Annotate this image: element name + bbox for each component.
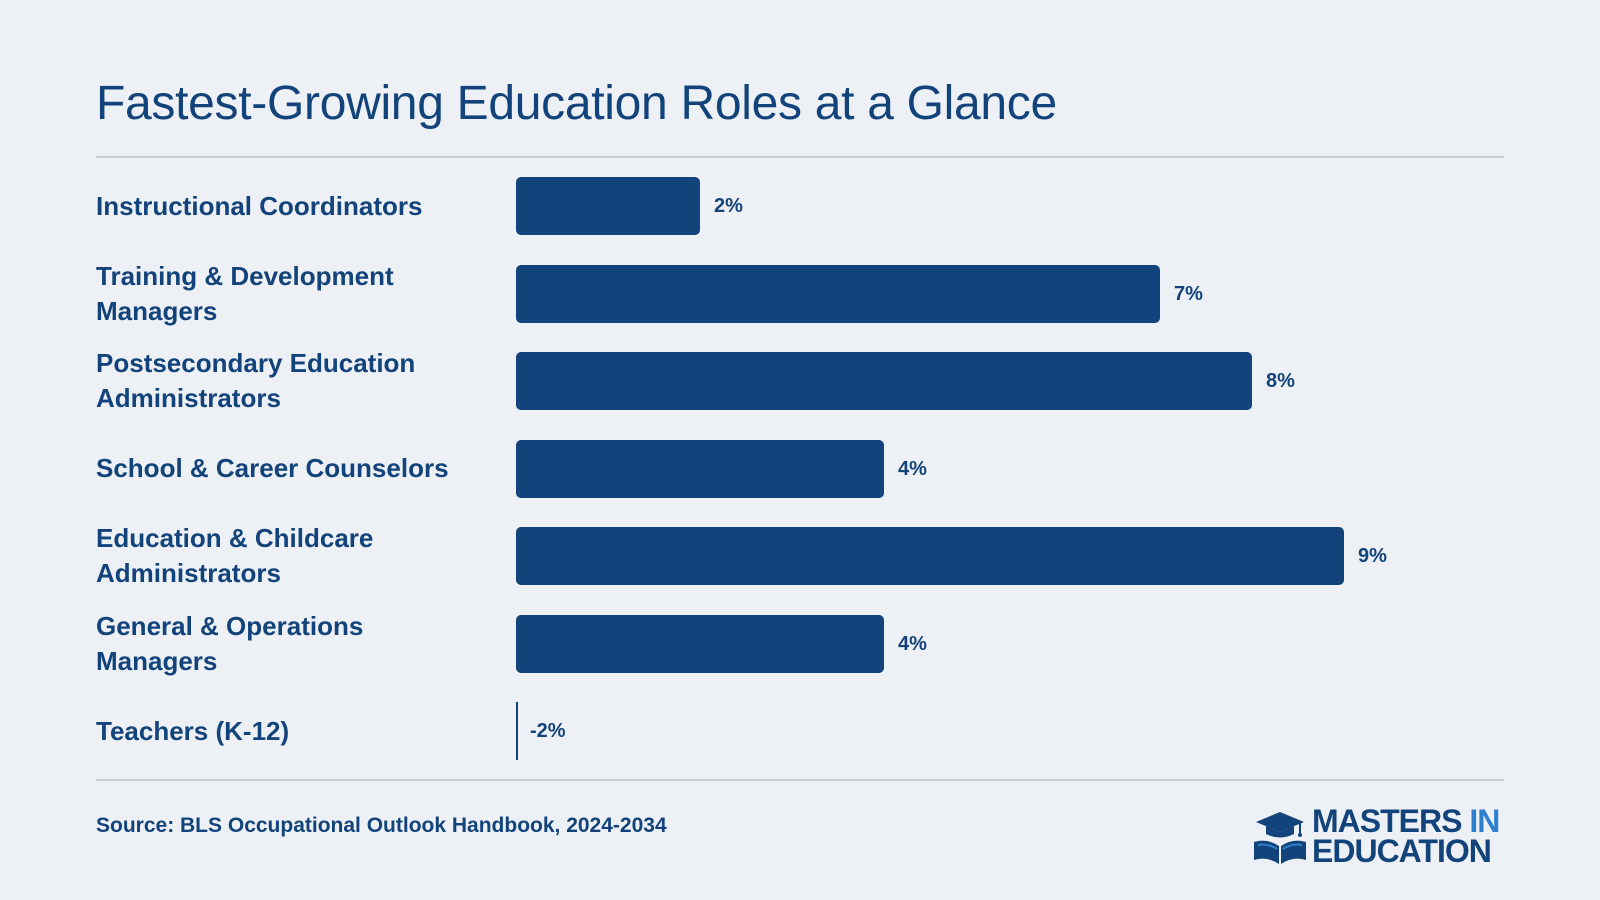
category-label-line: Postsecondary Education [96,348,416,378]
category-label-line: Managers [96,645,218,676]
category-label: Instructional Coordinators [96,171,496,241]
category-label-line: Training & Development [96,260,394,291]
bar [516,177,700,235]
brand-logo: MASTERS IN EDUCATION [1252,803,1504,869]
logo-wordmark: MASTERS IN EDUCATION [1312,803,1500,869]
bar [516,439,884,498]
category-label: General & Operations Managers [96,609,496,679]
logo-line2: EDUCATION [1312,833,1492,869]
source-note: Source: BLS Occupational Outlook Handboo… [96,814,667,837]
category-label-line: Administrators [96,383,281,413]
logo-line1: MASTERS [1312,803,1462,839]
bar [516,614,884,673]
category-label: Postsecondary Education Administrators [96,346,496,416]
category-label-line: General & Operations [96,610,364,641]
bottom-divider [96,779,1504,781]
category-label-line: Administrators [96,558,281,588]
value-label: 7% [1174,282,1203,305]
bar [516,352,1252,410]
category-label: Education & Childcare Administrators [96,521,496,591]
category-label-line: Teachers (K-12) [96,715,290,746]
bar [516,264,1160,323]
value-label: -2% [530,720,566,742]
category-label-line: Instructional Coordinators [96,190,423,221]
bar [516,702,518,760]
category-label-line: Managers [96,295,218,326]
category-label-line: School & Career Counselors [96,453,449,483]
bar [516,527,1344,585]
logo-line1-accent: IN [1469,803,1500,839]
category-label: Training & Development Managers [96,259,496,329]
value-label: 9% [1358,545,1387,567]
chart-title: Fastest-Growing Education Roles at a Gla… [96,77,1057,130]
category-label: School & Career Counselors [96,434,496,504]
category-label-line: Education & Childcare [96,523,374,553]
top-divider [96,156,1504,158]
value-label: 4% [898,632,927,655]
value-label: 8% [1266,370,1295,392]
value-label: 4% [898,457,927,480]
value-label: 2% [714,195,743,217]
category-label: Teachers (K-12) [96,696,496,766]
graduation-cap-book-icon [1254,812,1306,864]
